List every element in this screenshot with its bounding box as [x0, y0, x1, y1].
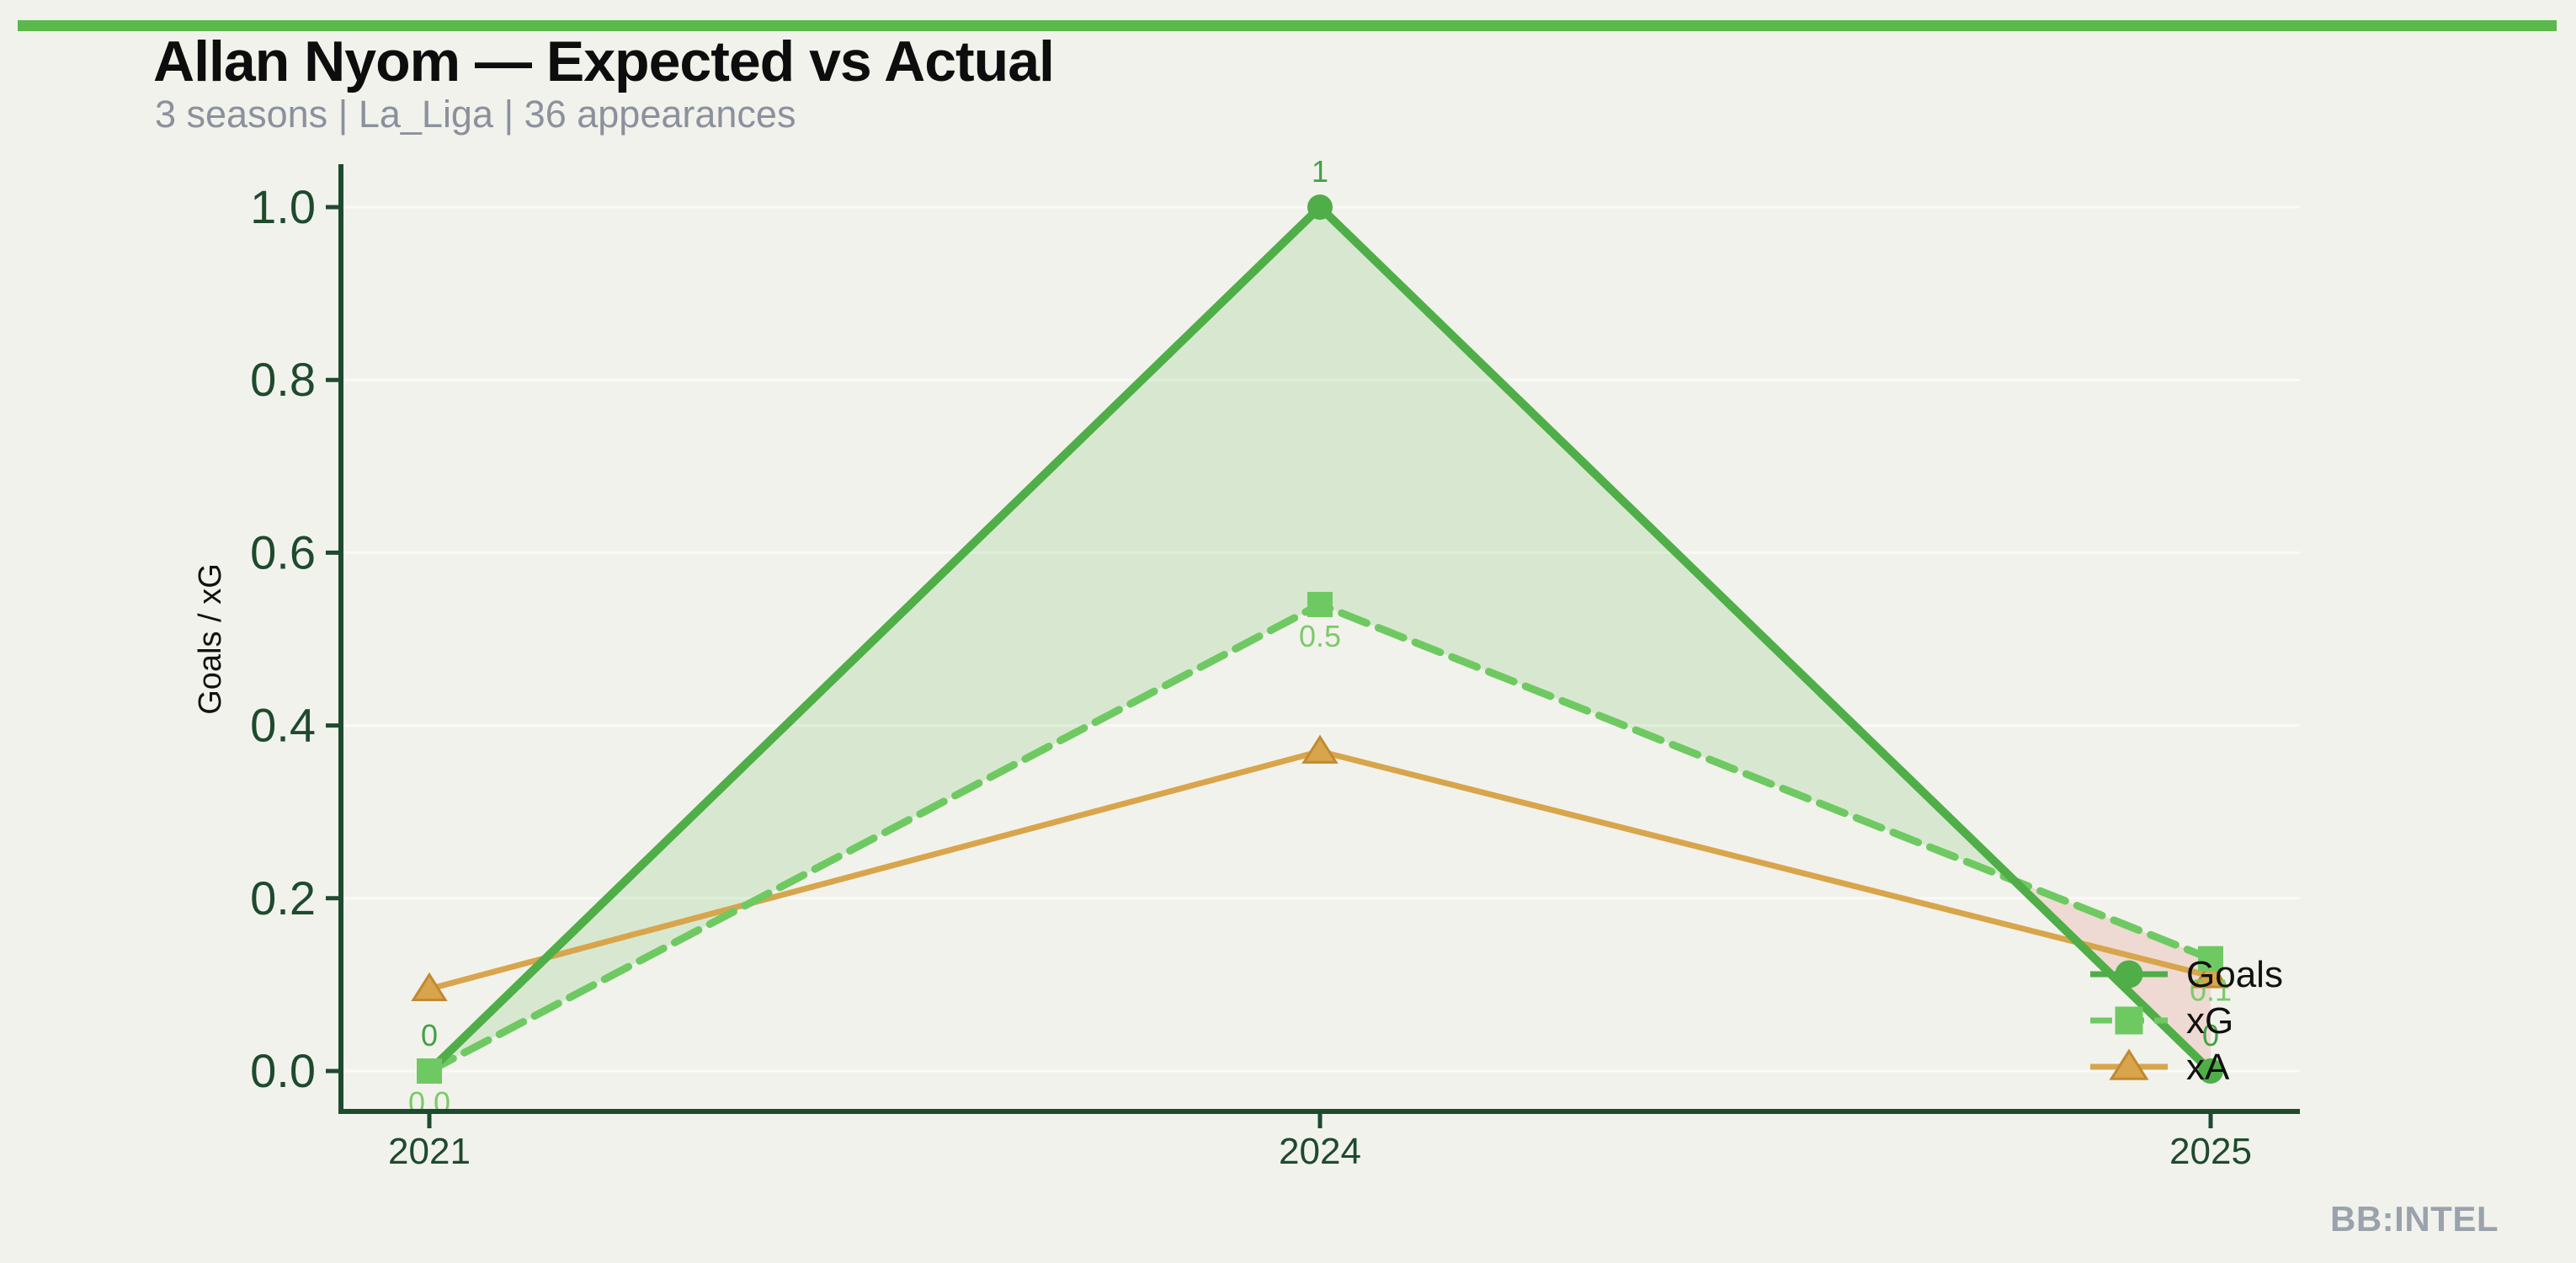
goals-value-label: 0 [421, 1018, 438, 1052]
x-tick-label: 2025 [2169, 1131, 2252, 1172]
y-tick-label: 0.2 [250, 871, 316, 925]
y-axis-title: Goals / xG [193, 563, 228, 715]
xg-point-marker [2198, 946, 2223, 972]
x-tick-label: 2021 [388, 1131, 471, 1172]
xg-value-label: 0.5 [1299, 619, 1341, 653]
legend-xa-marker [2109, 1048, 2149, 1080]
y-tick-label: 1.0 [250, 180, 316, 233]
y-tick-label: 0.8 [250, 353, 316, 406]
chart-subtitle: 3 seasons | La_Liga | 36 appearances [155, 93, 796, 136]
y-tick-label: 0.0 [250, 1044, 316, 1097]
goals-point-marker [1307, 195, 1333, 220]
legend-label-xg: xG [2186, 1000, 2233, 1042]
legend-label-goals: Goals [2186, 954, 2283, 995]
xa-point-marker [411, 972, 448, 1002]
xa-point-marker [1301, 734, 1339, 764]
x-tick-label: 2024 [1279, 1131, 1361, 1172]
y-tick-label: 0.6 [250, 525, 316, 578]
goals-point-marker [2198, 1058, 2223, 1084]
xa-point-marker [2192, 959, 2229, 989]
xg-point-marker [417, 1058, 442, 1084]
y-tick-label: 0.4 [250, 699, 316, 752]
goals-value-label: 0 [2202, 1018, 2219, 1052]
chart-title: Allan Nyom — Expected vs Actual [153, 29, 1055, 93]
legend-goals-marker [2115, 960, 2143, 989]
fill-goals-over-xg [429, 207, 2014, 1071]
legend-xg-marker [2115, 1006, 2143, 1035]
xg-point-marker [1307, 591, 1333, 617]
goals-value-label: 1 [1312, 154, 1328, 189]
accent-bar [18, 20, 2557, 31]
legend-label-xa: xA [2186, 1047, 2230, 1088]
xg-value-label: 0.1 [2190, 973, 2232, 1008]
watermark: BB:INTEL [2330, 1199, 2499, 1239]
